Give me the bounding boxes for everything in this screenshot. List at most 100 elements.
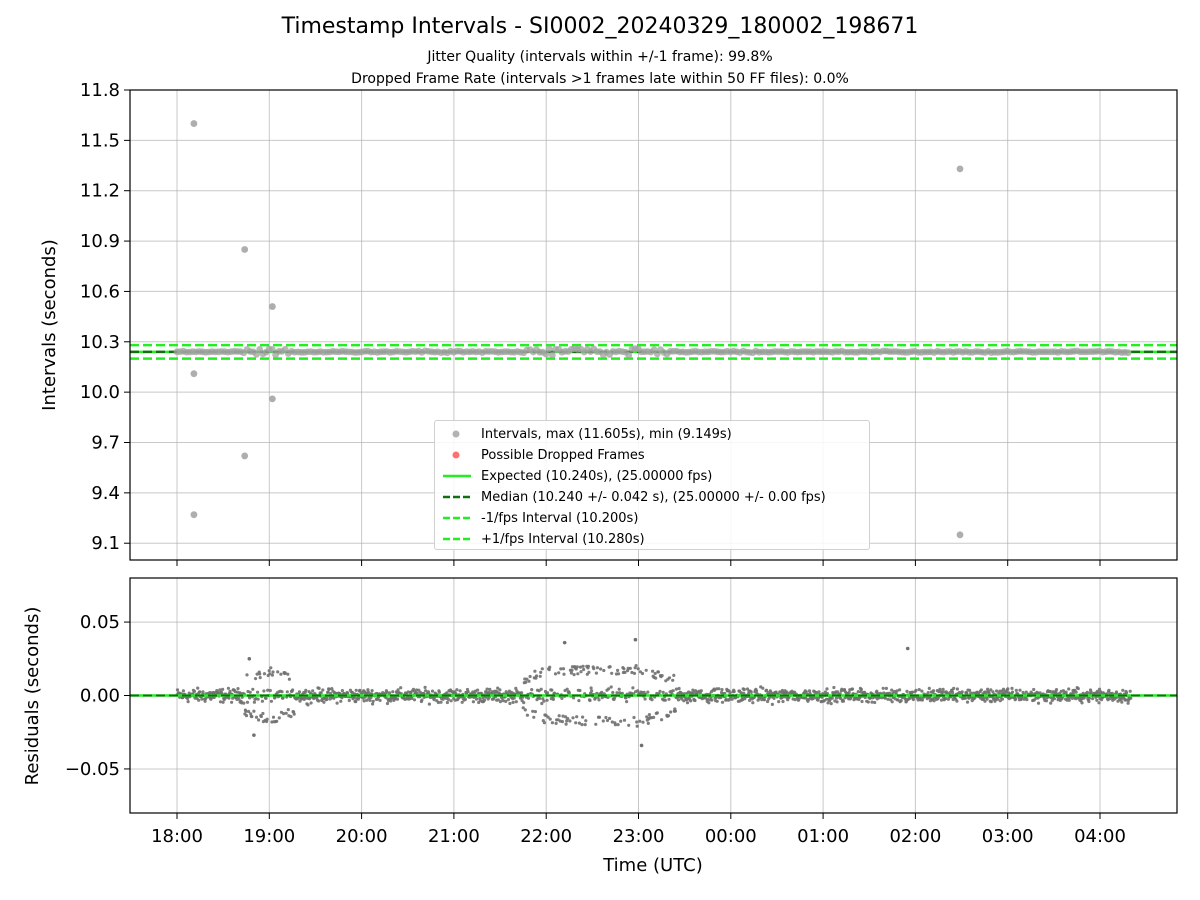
residual-point — [525, 713, 530, 717]
residual-point — [607, 687, 611, 691]
residual-point — [624, 696, 628, 700]
residual-point — [371, 702, 375, 706]
residual-point — [427, 702, 431, 706]
residual-point — [552, 691, 557, 695]
residual-point — [445, 700, 449, 705]
residual-point — [727, 697, 732, 702]
residual-point — [597, 698, 601, 702]
residual-point — [280, 690, 284, 694]
residual-point — [270, 673, 274, 677]
residual-point — [1036, 701, 1041, 705]
residual-point — [1129, 696, 1133, 700]
residual-point — [654, 676, 658, 680]
residual-point — [321, 688, 325, 692]
residual-point — [634, 664, 638, 668]
residual-point — [446, 697, 450, 702]
residual-point — [797, 697, 801, 701]
interval-point — [253, 350, 260, 358]
residual-point — [266, 688, 270, 692]
residual-point — [850, 687, 855, 691]
residual-point — [561, 667, 566, 671]
residual-point — [998, 699, 1002, 703]
residual-point — [927, 686, 931, 691]
residual-point — [580, 723, 584, 727]
residual-point — [1038, 691, 1042, 695]
residual-point — [1021, 690, 1025, 695]
residual-point — [616, 723, 620, 727]
residual-point — [562, 640, 567, 645]
legend-item-intervals: Intervals, max (11.605s), min (9.149s) — [435, 425, 869, 445]
residual-point — [287, 677, 291, 681]
residual-point — [836, 690, 840, 694]
residual-point — [617, 672, 621, 676]
residual-point — [996, 697, 1000, 701]
residual-point — [385, 701, 390, 706]
residual-point — [663, 698, 667, 702]
legend-red-dot-icon — [452, 451, 460, 459]
residual-point — [181, 689, 185, 693]
residual-point — [914, 688, 918, 693]
residual-point — [589, 686, 593, 690]
residual-point — [463, 697, 467, 702]
residual-point — [646, 721, 650, 726]
residual-point — [910, 690, 914, 694]
residual-point — [1076, 687, 1080, 691]
residual-point — [835, 700, 839, 704]
residual-point — [279, 672, 283, 676]
residual-point — [488, 687, 492, 692]
residual-point — [615, 691, 619, 695]
residual-point — [252, 733, 256, 737]
residual-point — [911, 697, 916, 702]
residual-point — [560, 696, 564, 701]
residual-point — [539, 687, 543, 691]
residual-point — [557, 714, 561, 718]
residual-point — [309, 701, 313, 705]
bottom-y-axis-label: Residuals (seconds) — [22, 607, 43, 786]
residual-point — [292, 712, 296, 716]
residual-point — [1085, 690, 1089, 695]
residual-point — [597, 715, 602, 719]
residual-point — [905, 689, 909, 694]
residual-point — [785, 690, 789, 694]
residual-point — [707, 701, 711, 705]
residual-point — [890, 688, 894, 692]
residual-point — [572, 696, 576, 700]
residual-point — [593, 696, 597, 700]
residual-point — [265, 717, 269, 721]
residual-point — [289, 715, 293, 719]
residual-point — [599, 667, 603, 671]
residual-point — [561, 714, 565, 718]
residual-point — [635, 724, 639, 728]
residual-point — [538, 696, 542, 701]
residual-point — [534, 674, 539, 678]
residual-point — [262, 689, 266, 693]
residual-point — [257, 718, 261, 722]
residual-point — [1121, 688, 1125, 692]
residual-point — [1114, 690, 1119, 694]
residual-point — [617, 687, 621, 691]
residual-point — [579, 670, 583, 674]
residual-point — [983, 690, 988, 694]
residual-point — [186, 700, 190, 704]
residual-point — [339, 699, 343, 703]
residual-point — [466, 690, 470, 694]
residual-point — [436, 700, 440, 705]
residual-points — [175, 637, 1133, 748]
residual-point — [728, 691, 732, 695]
residual-point — [198, 690, 202, 694]
residual-point — [260, 699, 264, 703]
residual-point — [671, 689, 675, 693]
residual-point — [742, 691, 746, 695]
residual-point — [1048, 689, 1052, 694]
residual-point — [584, 719, 588, 723]
top-y-tick-label: 11.5 — [80, 130, 120, 151]
residual-point — [895, 689, 899, 693]
residual-point — [699, 689, 703, 693]
residual-point — [424, 689, 428, 693]
residual-point — [514, 686, 518, 691]
residual-point — [834, 696, 839, 700]
residual-point — [281, 696, 285, 700]
residual-point — [283, 671, 287, 675]
residual-point — [570, 668, 574, 672]
residual-point — [253, 677, 258, 681]
